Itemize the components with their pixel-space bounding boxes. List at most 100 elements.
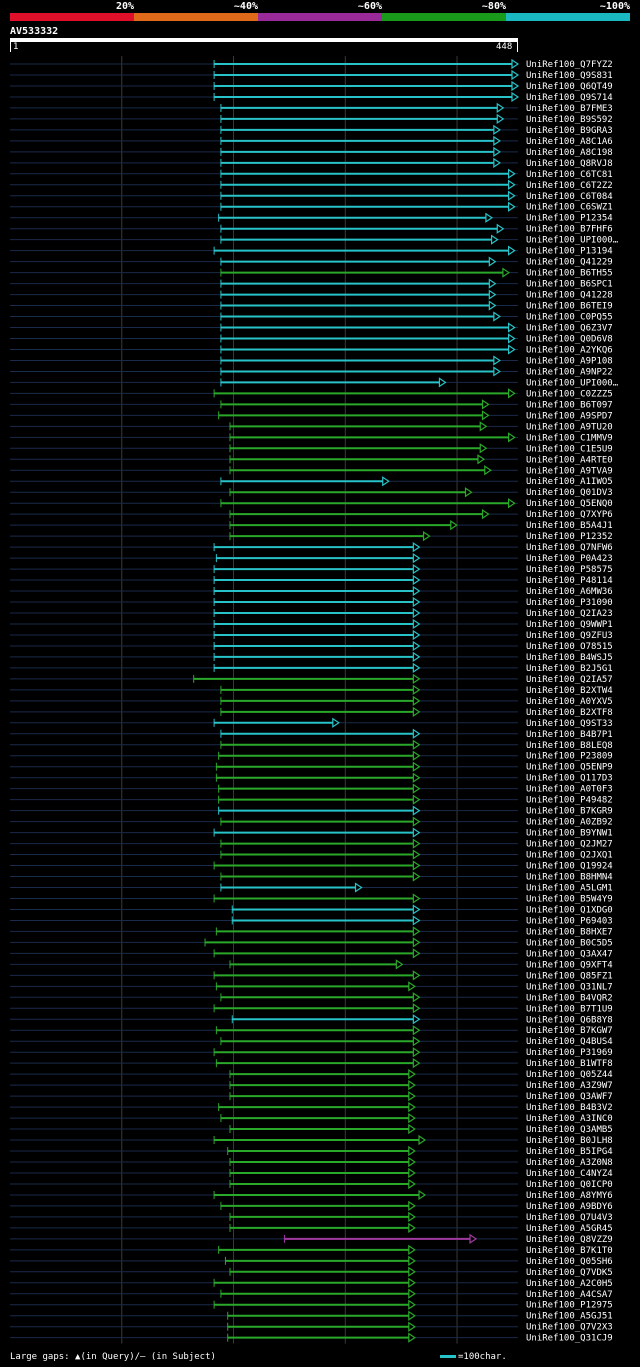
hit-label[interactable]: UniRef100_C6TC81 <box>526 170 613 180</box>
hit-label[interactable]: UniRef100_A5GR45 <box>526 1224 613 1234</box>
hit-label[interactable]: UniRef100_P69403 <box>526 916 613 926</box>
hit-label[interactable]: UniRef100_Q1XDG0 <box>526 905 613 915</box>
hit-label[interactable]: UniRef100_A8C198 <box>526 148 613 158</box>
hit-label[interactable]: UniRef100_A4RTE0 <box>526 455 613 465</box>
hit-label[interactable]: UniRef100_A2C0H5 <box>526 1279 613 1289</box>
hit-label[interactable]: UniRef100_A8YMY6 <box>526 1191 613 1201</box>
hit-label[interactable]: UniRef100_C0PQ55 <box>526 313 613 323</box>
hit-label[interactable]: UniRef100_A2YKQ6 <box>526 345 613 355</box>
hit-label[interactable]: UniRef100_Q0D6V8 <box>526 335 613 345</box>
hit-label[interactable]: UniRef100_A9BDY6 <box>526 1202 613 1212</box>
hit-label[interactable]: UniRef100_P12354 <box>526 214 613 224</box>
hit-label[interactable]: UniRef100_A0YXV5 <box>526 697 613 707</box>
hit-label[interactable]: UniRef100_B7FHF6 <box>526 225 613 235</box>
hit-label[interactable]: UniRef100_Q8RVJ8 <box>526 159 613 169</box>
hit-label[interactable]: UniRef100_UPI000… <box>526 378 619 388</box>
hit-label[interactable]: UniRef100_Q9S714 <box>526 93 613 103</box>
hit-label[interactable]: UniRef100_C1MMV9 <box>526 433 613 443</box>
hit-label[interactable]: UniRef100_A0T0F3 <box>526 785 613 795</box>
hit-label[interactable]: UniRef100_B9S592 <box>526 115 613 125</box>
hit-label[interactable]: UniRef100_Q9WWP1 <box>526 620 613 630</box>
hit-label[interactable]: UniRef100_P49482 <box>526 796 613 806</box>
hit-label[interactable]: UniRef100_B4VQR2 <box>526 993 613 1003</box>
hit-label[interactable]: UniRef100_C6T2Z2 <box>526 181 613 191</box>
hit-label[interactable]: UniRef100_A5LGM1 <box>526 884 613 894</box>
hit-label[interactable]: UniRef100_Q41228 <box>526 291 613 301</box>
hit-label[interactable]: UniRef100_B4B3V2 <box>526 1103 613 1113</box>
hit-label[interactable]: UniRef100_B6TH55 <box>526 269 613 279</box>
hit-label[interactable]: UniRef100_A1IWO5 <box>526 477 613 487</box>
hit-label[interactable]: UniRef100_Q41229 <box>526 258 613 268</box>
hit-label[interactable]: UniRef100_B9YNW1 <box>526 829 613 839</box>
hit-label[interactable]: UniRef100_Q2JXQ1 <box>526 851 613 861</box>
hit-label[interactable]: UniRef100_B0C5D5 <box>526 938 613 948</box>
hit-label[interactable]: UniRef100_Q7V2X3 <box>526 1323 613 1333</box>
hit-label[interactable]: UniRef100_UPI000… <box>526 236 619 246</box>
hit-label[interactable]: UniRef100_Q6QT49 <box>526 82 613 92</box>
hit-label[interactable]: UniRef100_B7T1U9 <box>526 1004 613 1014</box>
hit-label[interactable]: UniRef100_A5GJ51 <box>526 1312 613 1322</box>
hit-label[interactable]: UniRef100_Q9ZFU3 <box>526 631 613 641</box>
hit-label[interactable]: UniRef100_B8LEQ8 <box>526 741 613 751</box>
hit-label[interactable]: UniRef100_Q05Z44 <box>526 1070 613 1080</box>
hit-label[interactable]: UniRef100_P12352 <box>526 532 613 542</box>
hit-label[interactable]: UniRef100_Q0ICP0 <box>526 1180 613 1190</box>
hit-label[interactable]: UniRef100_B5A4J1 <box>526 521 613 531</box>
hit-label[interactable]: UniRef100_A6MW36 <box>526 587 613 597</box>
hit-label[interactable]: UniRef100_Q7NFW6 <box>526 543 613 553</box>
hit-label[interactable]: UniRef100_B6SPC1 <box>526 280 613 290</box>
hit-label[interactable]: UniRef100_B2XTW4 <box>526 686 613 696</box>
hit-label[interactable]: UniRef100_A9SPD7 <box>526 411 613 421</box>
hit-label[interactable]: UniRef100_C0ZZZ5 <box>526 389 613 399</box>
hit-label[interactable]: UniRef100_Q05SH6 <box>526 1257 613 1267</box>
hit-label[interactable]: UniRef100_Q7VDK5 <box>526 1268 613 1278</box>
hit-label[interactable]: UniRef100_Q9ST33 <box>526 719 613 729</box>
hit-label[interactable]: UniRef100_B5W4Y9 <box>526 894 613 904</box>
hit-label[interactable]: UniRef100_P31969 <box>526 1048 613 1058</box>
hit-label[interactable]: UniRef100_P0A423 <box>526 554 613 564</box>
hit-label[interactable]: UniRef100_Q7U4V3 <box>526 1213 613 1223</box>
hit-label[interactable]: UniRef100_B5IPG4 <box>526 1147 613 1157</box>
hit-label[interactable]: UniRef100_B4B7P1 <box>526 730 613 740</box>
hit-label[interactable]: UniRef100_Q31CJ9 <box>526 1334 613 1344</box>
hit-label[interactable]: UniRef100_B0JLH8 <box>526 1136 613 1146</box>
hit-label[interactable]: UniRef100_A3Z9W7 <box>526 1081 613 1091</box>
hit-label[interactable]: UniRef100_Q9S831 <box>526 71 613 81</box>
hit-label[interactable]: UniRef100_B7KGW7 <box>526 1026 613 1036</box>
hit-label[interactable]: UniRef100_Q5ENP9 <box>526 763 613 773</box>
hit-label[interactable]: UniRef100_Q117D3 <box>526 774 613 784</box>
hit-label[interactable]: UniRef100_P48114 <box>526 576 613 586</box>
hit-label[interactable]: UniRef100_B1WTF8 <box>526 1059 613 1069</box>
hit-label[interactable]: UniRef100_Q3AMB5 <box>526 1125 613 1135</box>
hit-label[interactable]: UniRef100_P12975 <box>526 1301 613 1311</box>
hit-label[interactable]: UniRef100_A3INC0 <box>526 1114 613 1124</box>
hit-label[interactable]: UniRef100_Q3AWF7 <box>526 1092 613 1102</box>
hit-label[interactable]: UniRef100_P23809 <box>526 752 613 762</box>
hit-label[interactable]: UniRef100_C1E5U9 <box>526 444 613 454</box>
hit-label[interactable]: UniRef100_B8HMN4 <box>526 873 613 883</box>
hit-label[interactable]: UniRef100_Q6Z3V7 <box>526 324 613 334</box>
hit-label[interactable]: UniRef100_B6TEI9 <box>526 302 613 312</box>
hit-label[interactable]: UniRef100_Q6B8Y8 <box>526 1015 613 1025</box>
hit-label[interactable]: UniRef100_Q4BUS4 <box>526 1037 613 1047</box>
hit-label[interactable]: UniRef100_A9TU20 <box>526 422 613 432</box>
hit-label[interactable]: UniRef100_B6T097 <box>526 400 613 410</box>
hit-label[interactable]: UniRef100_A9TVA9 <box>526 466 613 476</box>
hit-label[interactable]: UniRef100_C6T084 <box>526 192 613 202</box>
hit-label[interactable]: UniRef100_Q31NL7 <box>526 982 613 992</box>
hit-label[interactable]: UniRef100_A8C1A6 <box>526 137 613 147</box>
hit-label[interactable]: UniRef100_A0ZB92 <box>526 818 613 828</box>
hit-label[interactable]: UniRef100_Q01DV3 <box>526 488 613 498</box>
hit-label[interactable]: UniRef100_C4NYZ4 <box>526 1169 613 1179</box>
hit-label[interactable]: UniRef100_B2J5G1 <box>526 664 613 674</box>
hit-label[interactable]: UniRef100_Q9XFT4 <box>526 960 613 970</box>
hit-label[interactable]: UniRef100_P13194 <box>526 247 613 257</box>
hit-label[interactable]: UniRef100_C6SWZ1 <box>526 203 613 213</box>
hit-label[interactable]: UniRef100_Q19924 <box>526 862 613 872</box>
hit-label[interactable]: UniRef100_Q2JM27 <box>526 840 613 850</box>
hit-label[interactable]: UniRef100_B7FME3 <box>526 104 613 114</box>
hit-label[interactable]: UniRef100_A3Z0N8 <box>526 1158 613 1168</box>
hit-label[interactable]: UniRef100_B9GRA3 <box>526 126 613 136</box>
hit-label[interactable]: UniRef100_Q2IA23 <box>526 609 613 619</box>
hit-label[interactable]: UniRef100_B2XTF8 <box>526 708 613 718</box>
